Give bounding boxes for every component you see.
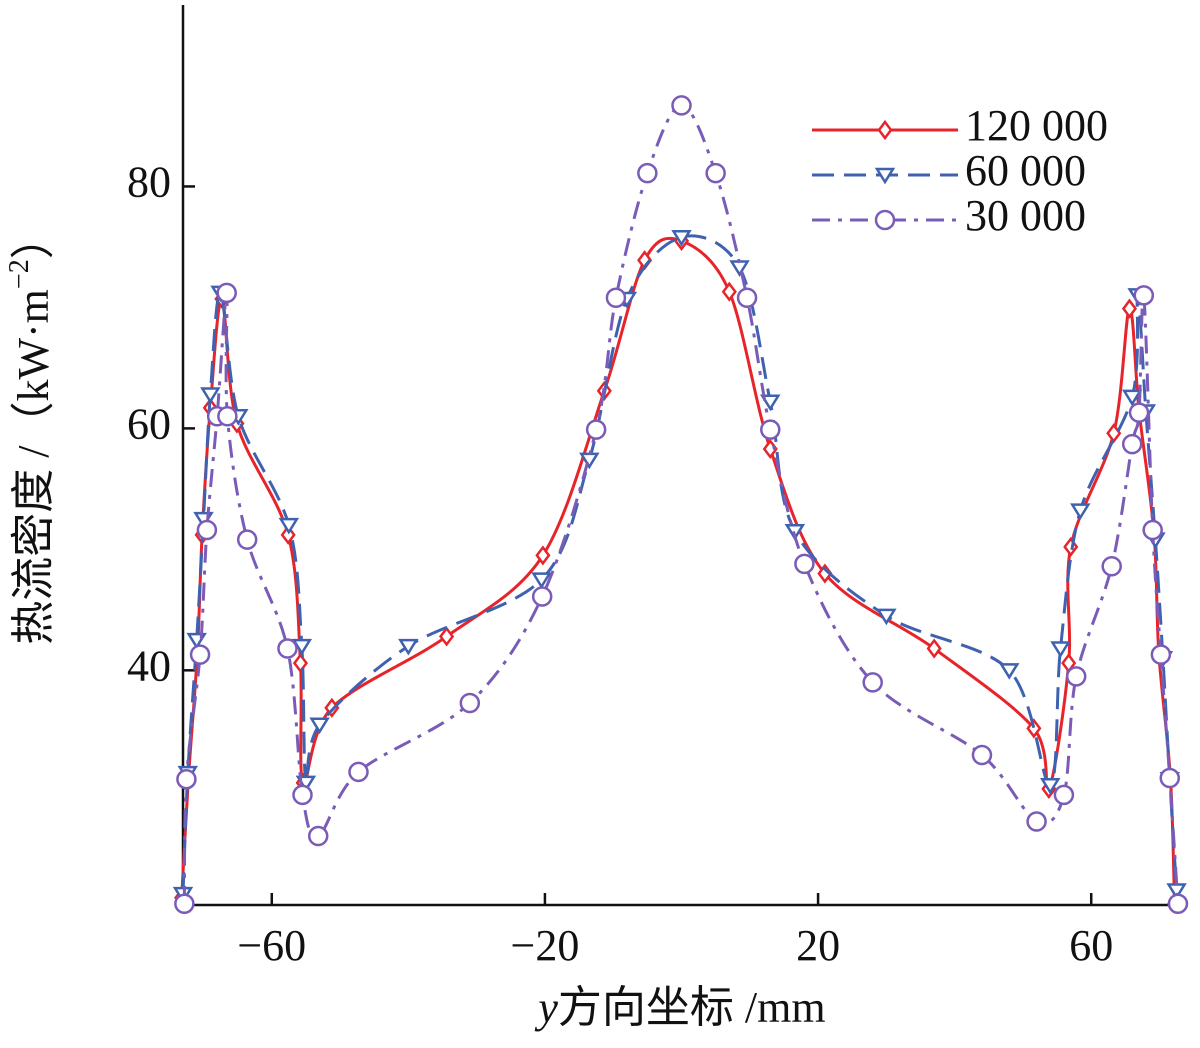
- marker: [671, 230, 692, 247]
- x-label-text: 方向坐标 /mm: [558, 983, 826, 1032]
- marker: [1167, 893, 1189, 915]
- x-tick-label: −60: [237, 921, 306, 970]
- marker: [1063, 536, 1079, 558]
- marker: [277, 638, 298, 659]
- marker: [176, 768, 197, 790]
- marker: [309, 717, 330, 735]
- marker: [535, 545, 551, 566]
- marker: [1101, 556, 1122, 577]
- x-tick-label: −20: [511, 921, 580, 970]
- marker: [236, 529, 258, 550]
- marker: [280, 524, 296, 545]
- marker: [736, 287, 758, 308]
- y-tick-label: 60: [127, 399, 171, 448]
- marker: [862, 672, 883, 693]
- marker: [999, 663, 1020, 680]
- marker: [292, 784, 313, 806]
- marker: [876, 608, 897, 626]
- marker: [1065, 666, 1087, 687]
- marker: [1128, 402, 1150, 423]
- legend-marker: [874, 209, 896, 231]
- marker: [1053, 784, 1075, 806]
- legend-label: 120 000: [965, 101, 1108, 150]
- marker: [605, 287, 627, 308]
- y-label-end: ）: [9, 215, 58, 259]
- marker: [531, 586, 553, 607]
- marker: [671, 95, 692, 116]
- marker: [398, 638, 419, 656]
- marker: [307, 825, 329, 847]
- marker: [291, 638, 313, 656]
- marker: [1159, 767, 1181, 789]
- marker: [278, 517, 300, 535]
- series-line: [181, 234, 1179, 895]
- marker: [1050, 641, 1071, 658]
- series-line: [180, 236, 1177, 904]
- marker: [1026, 811, 1047, 832]
- marker: [1121, 433, 1143, 455]
- marker: [292, 652, 309, 674]
- marker: [585, 419, 607, 440]
- x-tick-label: 60: [1069, 921, 1113, 970]
- legend-marker: [874, 167, 896, 185]
- marker: [196, 519, 218, 541]
- marker: [174, 893, 195, 915]
- marker: [926, 638, 942, 659]
- legend-label: 60 000: [965, 146, 1086, 195]
- marker: [348, 761, 369, 783]
- marker: [1121, 298, 1138, 319]
- marker: [1106, 423, 1122, 444]
- marker: [705, 162, 726, 184]
- marker: [217, 406, 238, 427]
- y-label-sup: −2: [4, 259, 35, 289]
- marker: [459, 692, 481, 714]
- x-axis-label: y方向坐标 /mm: [534, 983, 825, 1032]
- marker: [1121, 389, 1143, 407]
- legend-marker: [877, 119, 893, 141]
- marker: [971, 744, 993, 766]
- marker: [579, 452, 600, 470]
- marker: [1040, 777, 1061, 795]
- marker: [760, 394, 781, 412]
- marker: [637, 162, 658, 184]
- y-tick-label: 40: [127, 641, 171, 690]
- marker: [1150, 644, 1172, 665]
- marker: [794, 553, 815, 575]
- marker: [1026, 718, 1042, 739]
- marker: [729, 260, 750, 277]
- y-axis-label: 热流密度 /（kW·m−2）: [4, 215, 58, 644]
- marker: [216, 282, 237, 304]
- marker: [721, 281, 737, 302]
- y-tick-label: 80: [127, 158, 171, 207]
- legend-label: 30 000: [965, 191, 1086, 240]
- marker: [200, 387, 221, 404]
- marker: [531, 572, 552, 589]
- x-label-var: y: [534, 983, 558, 1032]
- x-tick-label: 20: [796, 921, 840, 970]
- marker: [1133, 285, 1155, 306]
- y-label-text: 热流密度 /（kW·m: [9, 289, 58, 645]
- marker: [189, 644, 211, 665]
- marker: [1142, 519, 1163, 541]
- marker: [760, 419, 781, 440]
- marker: [439, 626, 455, 647]
- marker: [1070, 503, 1091, 521]
